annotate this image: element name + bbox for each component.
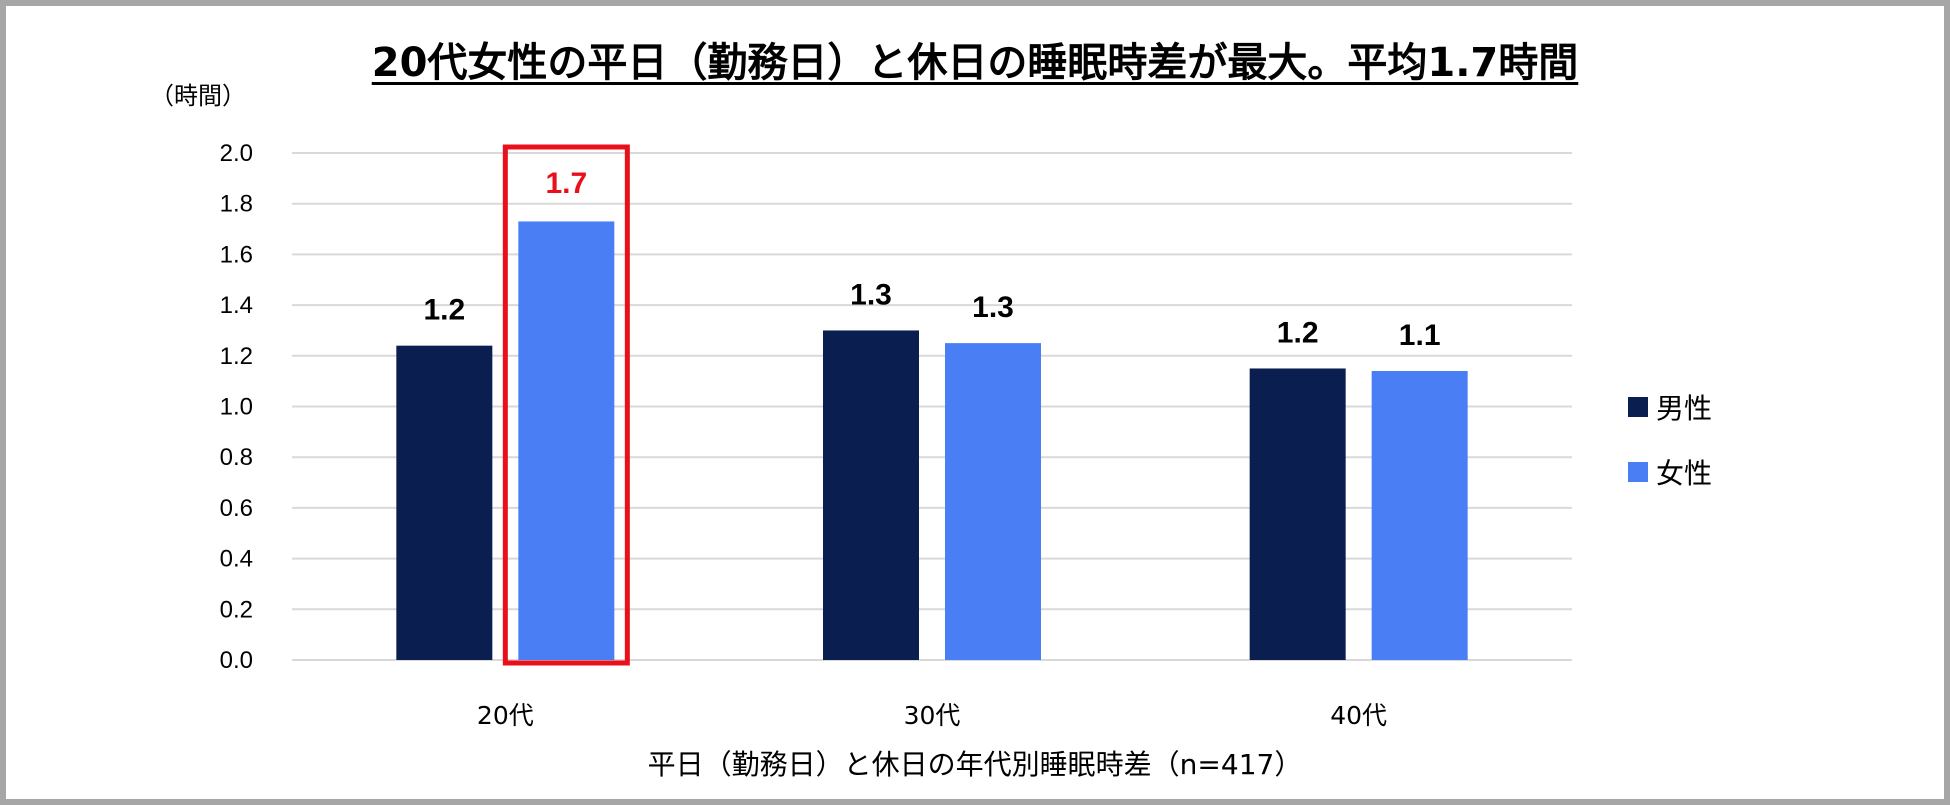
y-tick-label: 1.6	[220, 241, 253, 268]
legend-swatch-male	[1628, 397, 1648, 417]
y-tick-label: 0.2	[220, 596, 253, 623]
y-tick-label: 2.0	[220, 140, 253, 167]
x-tick-label: 40代	[1330, 701, 1387, 730]
bar	[1371, 371, 1468, 660]
bar	[396, 345, 493, 660]
y-tick-label: 1.0	[220, 394, 253, 421]
x-tick-label: 30代	[904, 701, 961, 730]
y-tick-label: 0.8	[220, 444, 253, 471]
data-label: 1.3	[972, 291, 1014, 324]
data-label: 1.2	[1277, 316, 1319, 349]
x-tick-label: 20代	[477, 701, 534, 730]
bar	[823, 330, 919, 660]
bar	[1249, 368, 1346, 660]
bar	[518, 221, 615, 660]
legend-item-female: 女性	[1628, 450, 1712, 494]
data-label: 1.1	[1399, 319, 1441, 352]
highlight-box	[502, 144, 630, 666]
data-label: 1.7	[545, 167, 587, 200]
y-tick-label: 1.2	[220, 343, 253, 370]
data-label: 1.3	[850, 278, 892, 311]
legend-label-male: 男性	[1656, 392, 1713, 425]
data-label: 1.2	[423, 294, 465, 327]
legend-label-female: 女性	[1656, 457, 1713, 490]
legend: 男性 女性	[1628, 385, 1712, 515]
legend-item-male: 男性	[1628, 385, 1712, 429]
x-axis-caption: 平日（勤務日）と休日の年代別睡眠時差（n=417）	[647, 748, 1303, 781]
y-tick-label: 1.8	[220, 191, 253, 218]
y-tick-label: 1.4	[220, 292, 253, 319]
bar	[945, 343, 1041, 660]
y-tick-label: 0.4	[220, 546, 253, 573]
y-tick-label: 0.6	[220, 495, 253, 522]
chart-title: 20代女性の平日（勤務日）と休日の睡眠時差が最大。平均1.7時間	[371, 40, 1579, 86]
y-tick-label: 0.0	[220, 647, 253, 674]
y-axis-unit-label: （時間）	[150, 82, 246, 110]
legend-swatch-female	[1628, 462, 1648, 482]
